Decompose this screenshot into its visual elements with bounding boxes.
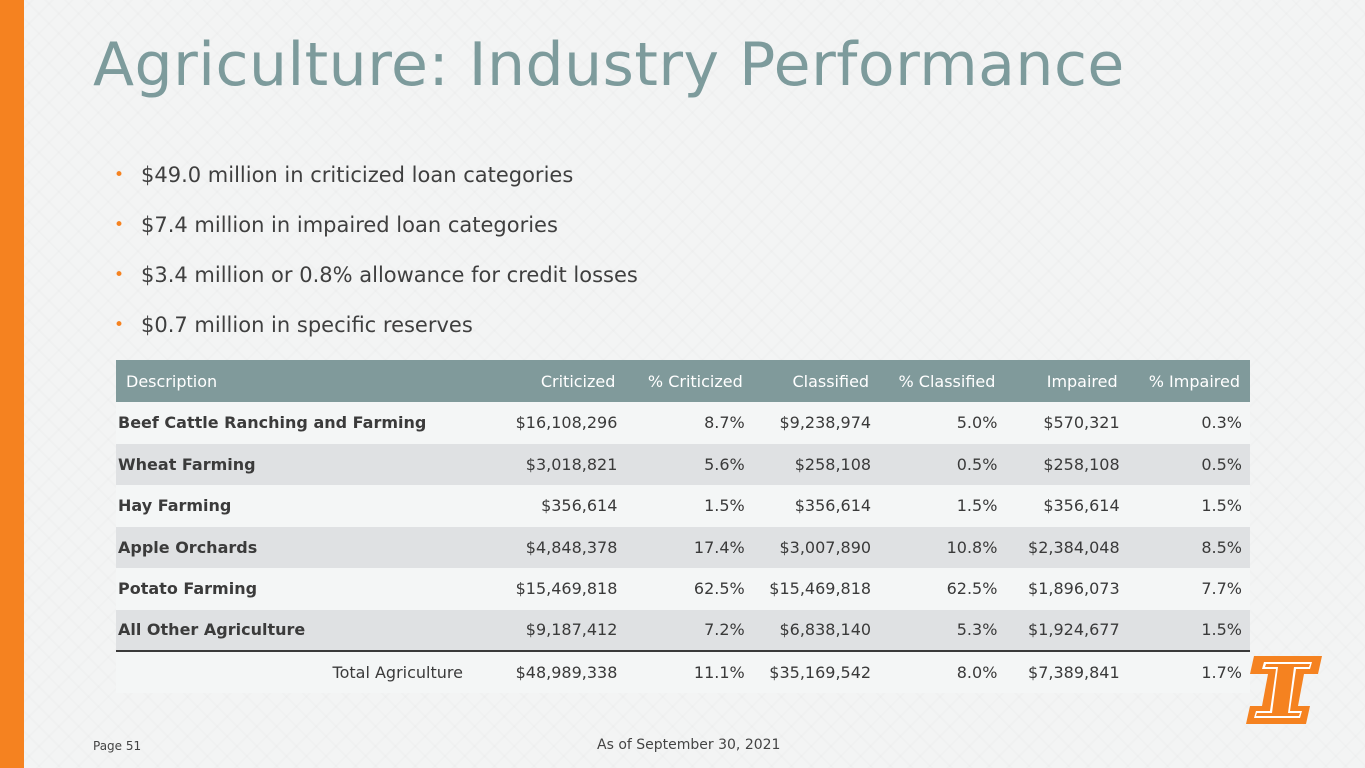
cell-total-pct-classified: 8.0%: [956, 662, 998, 682]
header-pct-impaired: % Impaired: [1148, 371, 1240, 391]
cell-pct-criticized: 62.5%: [693, 579, 745, 599]
as-of-date: As of September 30, 2021: [597, 737, 781, 753]
cell-pct-impaired: 1.5%: [1201, 620, 1242, 640]
header-classified: Classified: [792, 371, 870, 391]
cell-pct-classified: 10.8%: [946, 537, 998, 557]
cell-criticized: $9,187,412: [525, 620, 618, 640]
cell-pct-classified: 1.5%: [956, 496, 998, 516]
cell-impaired: $2,384,048: [1028, 537, 1120, 557]
cell-description: Wheat Farming: [118, 454, 256, 474]
bullet-icon: •: [114, 215, 125, 235]
page-number: Page 51: [93, 739, 142, 753]
table-row: Beef Cattle Ranching and Farming $16,108…: [116, 402, 1250, 444]
cell-criticized: $16,108,296: [515, 413, 618, 433]
cell-pct-impaired: 8.5%: [1201, 537, 1242, 557]
table-row: Wheat Farming $3,018,821 5.6% $258,108 0…: [116, 443, 1250, 485]
cell-description: All Other Agriculture: [118, 620, 306, 640]
accent-sidebar-bar: [0, 0, 24, 768]
header-pct-criticized: % Criticized: [647, 371, 743, 391]
cell-description: Hay Farming: [118, 496, 232, 516]
cell-criticized: $356,614: [541, 496, 618, 516]
table-header-row: Description Criticized % Criticized Clas…: [116, 360, 1250, 402]
cell-impaired: $1,896,073: [1028, 579, 1120, 599]
cell-description: Potato Farming: [118, 579, 258, 599]
bullet-item: • $3.4 million or 0.8% allowance for cred…: [114, 260, 638, 310]
bullet-item: • $49.0 million in criticized loan catego…: [114, 160, 638, 210]
cell-pct-impaired: 0.3%: [1201, 413, 1242, 433]
cell-total-label: Total Agriculture: [332, 662, 463, 682]
performance-table: Description Criticized % Criticized Clas…: [116, 360, 1250, 693]
cell-impaired: $570,321: [1043, 413, 1120, 433]
cell-total-impaired: $7,389,841: [1028, 662, 1120, 682]
header-criticized: Criticized: [540, 371, 616, 391]
cell-total-criticized: $48,989,338: [515, 662, 618, 682]
table-row: Apple Orchards $4,848,378 17.4% $3,007,8…: [116, 526, 1250, 568]
cell-criticized: $15,469,818: [515, 579, 618, 599]
cell-pct-criticized: 5.6%: [704, 454, 745, 474]
cell-pct-classified: 5.3%: [956, 620, 998, 640]
header-description: Description: [126, 371, 218, 391]
cell-impaired: $1,924,677: [1028, 620, 1120, 640]
bullet-text: $49.0 million in criticized loan categor…: [141, 163, 574, 187]
cell-pct-impaired: 7.7%: [1201, 579, 1242, 599]
bullet-text: $7.4 million in impaired loan categories: [141, 213, 558, 237]
bullet-icon: •: [114, 265, 125, 285]
cell-classified: $6,838,140: [779, 620, 872, 640]
cell-classified: $15,469,818: [769, 579, 872, 599]
cell-pct-classified: 0.5%: [956, 454, 998, 474]
cell-impaired: $258,108: [1043, 454, 1120, 474]
bullet-item: • $7.4 million in impaired loan categorie…: [114, 210, 638, 260]
cell-total-pct-impaired: 1.7%: [1201, 662, 1242, 682]
table-row: Potato Farming $15,469,818 62.5% $15,469…: [116, 568, 1250, 610]
cell-total-pct-criticized: 11.1%: [693, 662, 745, 682]
cell-classified: $356,614: [794, 496, 872, 516]
table-row: Hay Farming $356,614 1.5% $356,614 1.5% …: [116, 485, 1250, 527]
bullet-list: • $49.0 million in criticized loan catego…: [114, 160, 638, 360]
cell-pct-classified: 5.0%: [956, 413, 998, 433]
bullet-text: $0.7 million in specific reserves: [141, 313, 473, 337]
header-impaired: Impaired: [1046, 371, 1118, 391]
table-row: All Other Agriculture $9,187,412 7.2% $6…: [116, 609, 1250, 651]
bullet-text: $3.4 million or 0.8% allowance for credi…: [141, 263, 638, 287]
cell-pct-impaired: 1.5%: [1201, 496, 1242, 516]
table-total-row: Total Agriculture $48,989,338 11.1% $35,…: [116, 651, 1250, 693]
cell-criticized: $4,848,378: [525, 537, 618, 557]
bullet-item: • $0.7 million in specific reserves: [114, 310, 638, 360]
cell-pct-criticized: 17.4%: [693, 537, 745, 557]
cell-pct-criticized: 1.5%: [704, 496, 745, 516]
cell-description: Beef Cattle Ranching and Farming: [118, 413, 427, 433]
cell-description: Apple Orchards: [118, 537, 258, 557]
cell-criticized: $3,018,821: [525, 454, 618, 474]
bullet-icon: •: [114, 315, 125, 335]
cell-classified: $9,238,974: [779, 413, 872, 433]
cell-impaired: $356,614: [1043, 496, 1120, 516]
cell-pct-criticized: 8.7%: [704, 413, 745, 433]
cell-total-classified: $35,169,542: [769, 662, 872, 682]
page-title: Agriculture: Industry Performance: [93, 30, 1125, 100]
header-pct-classified: % Classified: [898, 371, 996, 391]
cell-pct-classified: 62.5%: [946, 579, 998, 599]
cell-pct-criticized: 7.2%: [704, 620, 745, 640]
cell-pct-impaired: 0.5%: [1201, 454, 1242, 474]
cell-classified: $3,007,890: [779, 537, 872, 557]
bullet-icon: •: [114, 165, 125, 185]
cell-classified: $258,108: [794, 454, 872, 474]
company-logo-icon: [1246, 656, 1322, 724]
